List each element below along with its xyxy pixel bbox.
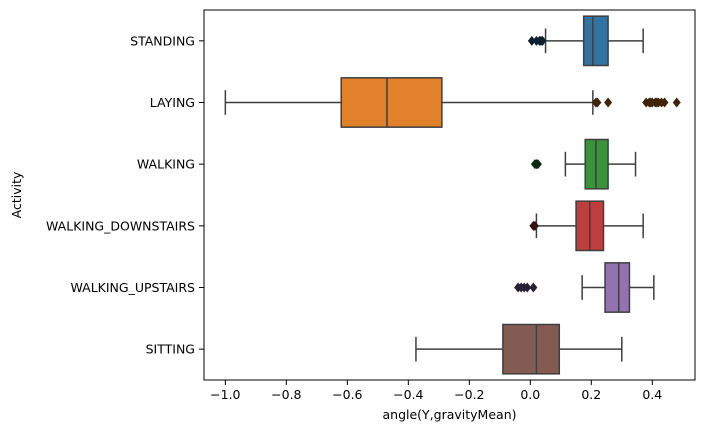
plot-frame [203, 9, 696, 381]
y-tick-label: WALKING_UPSTAIRS [70, 280, 195, 295]
box-iqr [340, 77, 443, 128]
x-tick-label: −1.0 [210, 387, 240, 402]
box-group-walking-upstairs [514, 262, 655, 313]
x-tick-label: 0.2 [581, 387, 601, 402]
y-tick-label: WALKING_DOWNSTAIRS [46, 218, 195, 233]
y-tick-label: SITTING [146, 342, 195, 357]
box-group-standing [527, 15, 644, 67]
y-tick-label: STANDING [130, 33, 195, 48]
x-tick-label: −0.4 [393, 387, 423, 402]
outlier-point [530, 220, 539, 231]
outlier-point [660, 97, 669, 108]
outlier-point [604, 97, 613, 108]
box-iqr [582, 15, 609, 67]
x-tick-label: −0.8 [271, 387, 301, 402]
y-tick-label: LAYING [150, 95, 195, 110]
outlier-point [593, 97, 602, 108]
outlier-point [529, 282, 538, 293]
outlier-point [533, 159, 542, 170]
x-axis-label: angle(Y,gravityMean) [382, 407, 516, 422]
outlier-point [523, 282, 532, 293]
outlier-point [672, 97, 681, 108]
box-iqr [604, 262, 631, 313]
box-group-sitting [415, 323, 623, 375]
plot-marks [224, 15, 681, 375]
x-tick-label: −0.2 [454, 387, 484, 402]
outlier-point [538, 35, 547, 46]
box-iqr [502, 323, 561, 375]
box-group-laying [224, 77, 681, 128]
x-axis: −1.0 −0.8 −0.6 −0.4 −0.2 0.0 0.2 0.4 [210, 380, 662, 402]
x-tick-label: 0.4 [642, 387, 662, 402]
y-axis-label: Activity [9, 171, 24, 218]
box-group-walking-downstairs [529, 200, 644, 252]
x-tick-label: −0.6 [332, 387, 362, 402]
y-tick-label: WALKING [137, 157, 195, 172]
y-axis: STANDING LAYING WALKING WALKING_DOWNSTAIRS W… [46, 33, 204, 357]
box-iqr [584, 138, 609, 190]
box-group-walking [530, 138, 637, 190]
x-tick-label: 0.0 [520, 387, 540, 402]
